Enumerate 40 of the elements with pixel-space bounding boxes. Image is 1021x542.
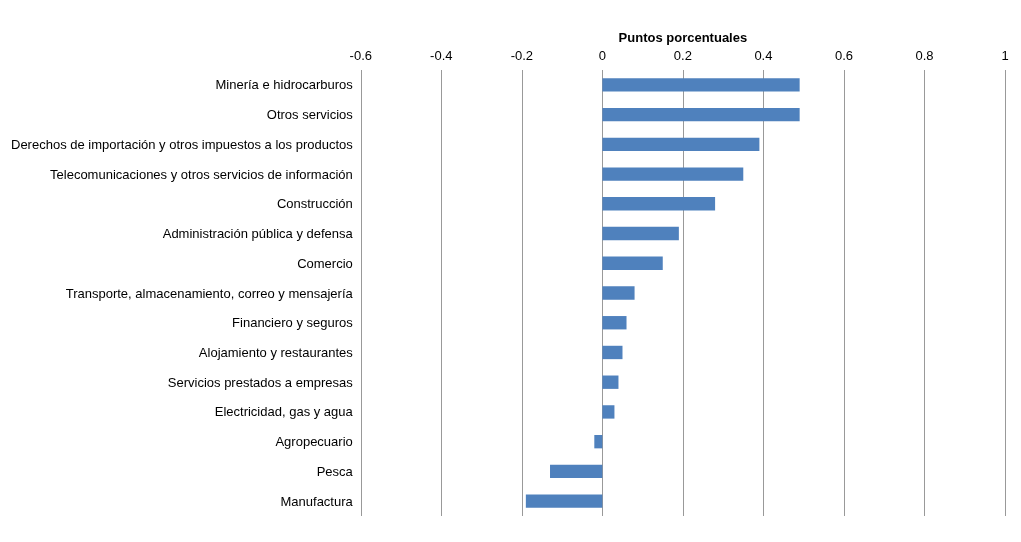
bar xyxy=(602,78,800,92)
bar xyxy=(602,137,760,152)
x-tick-label: 0.6 xyxy=(834,48,853,63)
y-tick-label: Derechos de importación y otros impuestos a los productos xyxy=(11,136,354,152)
bar xyxy=(602,345,623,360)
bar xyxy=(602,316,627,330)
y-tick-label: Electricidad, gas y agua xyxy=(214,404,354,420)
bar xyxy=(602,226,679,241)
x-tick-label: 0 xyxy=(598,48,606,63)
x-tick-label: -0.2 xyxy=(510,48,534,63)
bar xyxy=(602,167,744,181)
y-tick-label: Telecomunicaciones y otros servicios de información xyxy=(50,166,353,182)
y-tick-label: Transporte, almacenamiento, correo y mensajería xyxy=(65,285,354,301)
y-tick-label: Agropecuario xyxy=(275,434,353,450)
bar xyxy=(602,286,635,300)
y-tick-label: Alojamiento y restaurantes xyxy=(198,344,354,360)
y-tick-label: Comercio xyxy=(297,255,353,271)
y-tick-label: Administración pública y defensa xyxy=(162,226,354,242)
y-tick-label: Otros servicios xyxy=(266,107,354,123)
x-tick-label: -0.4 xyxy=(430,48,453,63)
y-tick-label: Manufactura xyxy=(280,493,354,509)
x-tick-label: 1 xyxy=(1001,48,1009,63)
bar xyxy=(602,405,615,419)
x-tick-label: -0.6 xyxy=(349,48,372,63)
bar xyxy=(602,107,800,122)
bar xyxy=(594,434,603,449)
y-tick-label: Pesca xyxy=(316,463,354,479)
bar xyxy=(550,464,603,479)
bar xyxy=(602,256,663,270)
y-tick-label: Servicios prestados a empresas xyxy=(167,374,354,390)
y-tick-label: Minería e hidrocarburos xyxy=(215,77,354,93)
x-tick-label: 0.2 xyxy=(673,48,692,63)
bar xyxy=(602,375,619,389)
bar xyxy=(525,494,603,508)
y-tick-label: Construcción xyxy=(276,196,353,212)
x-tick-label: 0.8 xyxy=(915,48,934,63)
x-tick-label: 0.4 xyxy=(754,48,773,63)
bar xyxy=(602,197,716,211)
y-tick-label: Financiero y seguros xyxy=(232,315,354,331)
x-axis-title: Puntos porcentuales xyxy=(618,30,748,46)
